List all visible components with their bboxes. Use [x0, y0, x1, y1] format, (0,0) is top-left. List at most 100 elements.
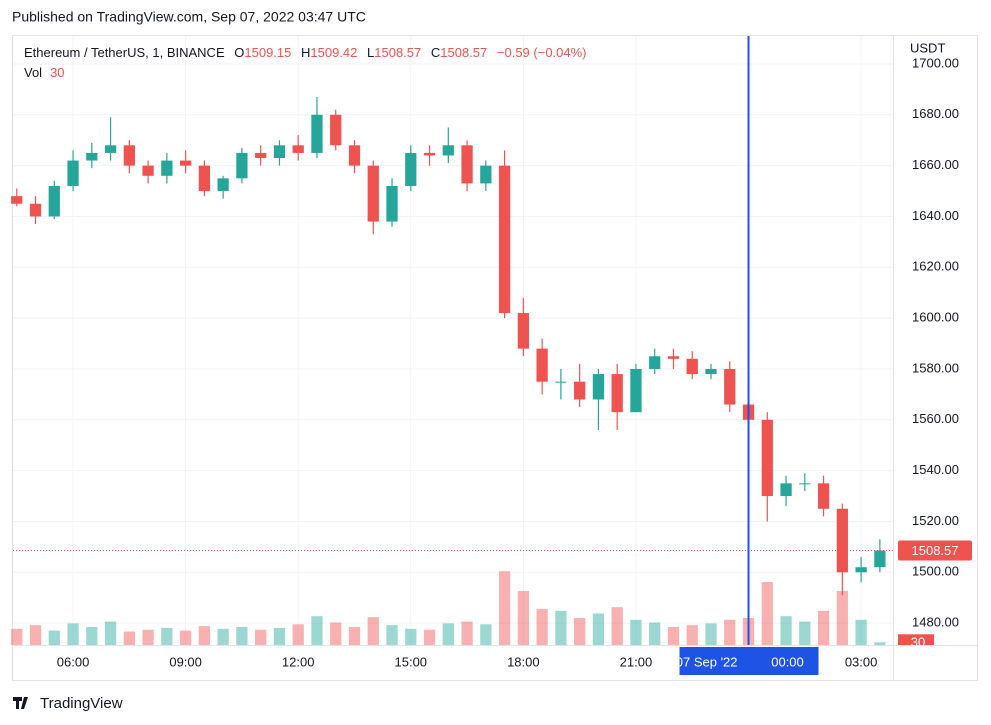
volume-bar: [480, 624, 492, 645]
volume-bar: [386, 625, 398, 645]
ohlc-legend: Ethereum / TetherUS, 1, BINANCE O1509.15…: [24, 45, 587, 60]
volume-bar: [592, 613, 605, 645]
volume-bar: [611, 607, 623, 645]
candle-body: [273, 145, 286, 159]
grid: [13, 36, 893, 645]
y-tick-label: 1680.00: [912, 106, 959, 121]
candle-body: [836, 508, 848, 573]
candle-body: [780, 483, 792, 497]
volume-bar: [799, 621, 811, 645]
volume-bar: [405, 628, 417, 645]
candle-body: [874, 550, 886, 568]
candle-body: [217, 178, 229, 192]
candle-body: [386, 185, 398, 222]
candle-body: [442, 145, 454, 156]
volume-bar: [273, 627, 286, 645]
volume-bar: [311, 616, 323, 645]
volume-badge-label: 30: [911, 635, 925, 650]
y-tick-label: 1600.00: [912, 310, 959, 325]
candle-body: [86, 152, 98, 161]
candle-body: [348, 145, 361, 166]
y-tick-label: 1700.00: [912, 55, 959, 70]
volume-bar: [442, 623, 454, 645]
x-tick-label: 03:00: [845, 654, 878, 669]
candle-body: [423, 152, 436, 156]
volume-bar: [142, 629, 154, 645]
l-value: 1508.57: [374, 45, 421, 60]
l-label: L: [367, 45, 374, 60]
volume-bar: [686, 625, 698, 645]
volume-bar: [667, 627, 680, 645]
candle-body: [104, 145, 117, 153]
marks: [11, 97, 886, 645]
y-tick-label: 1580.00: [912, 360, 959, 375]
candle-body: [649, 356, 661, 369]
published-note: Published on TradingView.com, Sep 07, 20…: [12, 9, 366, 25]
volume-bar: [48, 630, 60, 645]
candle-body: [574, 381, 586, 400]
o-label: O: [234, 45, 244, 60]
candle-body: [667, 356, 680, 359]
chart-frame: [12, 35, 978, 681]
volume-bar: [461, 621, 473, 645]
volume-bar: [874, 642, 886, 645]
candle-body: [198, 165, 211, 192]
candle-body: [11, 196, 23, 204]
candle-body: [292, 145, 304, 153]
volume-bar: [630, 619, 642, 645]
volume-bar: [11, 628, 23, 645]
volume-bar: [536, 609, 548, 645]
volume-legend: Vol 30: [24, 65, 65, 80]
c-value: 1508.57: [440, 45, 487, 60]
candle-body: [48, 185, 60, 217]
candle-body: [330, 114, 342, 146]
candle-body: [255, 152, 267, 159]
volume-last: 30: [50, 65, 64, 80]
change: −0.59 (−0.04%): [497, 45, 587, 60]
y-tick-label: 1560.00: [912, 411, 959, 426]
volume-bar: [423, 629, 436, 645]
last-price-badge: [898, 540, 972, 561]
o-value: 1509.15: [244, 45, 291, 60]
volume-bar: [330, 622, 342, 645]
candle-body: [67, 160, 79, 186]
volume-bar: [517, 591, 529, 645]
candle-body: [630, 368, 642, 413]
y-tick-label: 1620.00: [912, 259, 959, 274]
volume-bar: [555, 610, 567, 645]
volume-bar: [574, 618, 586, 645]
y-tick-label: 1480.00: [912, 615, 959, 630]
candle-body: [498, 165, 511, 314]
candle-body: [592, 374, 605, 400]
volume-bar: [198, 626, 211, 645]
volume-bar: [367, 617, 379, 645]
y-tick-label: 1520.00: [912, 513, 959, 528]
brand-logo: TradingView: [13, 695, 123, 712]
y-tick-label: 1540.00: [912, 462, 959, 477]
volume-bar: [161, 627, 173, 645]
brand: TradingView: [40, 695, 123, 712]
x-tick-label: 21:00: [620, 654, 653, 669]
volume-bar: [705, 623, 717, 645]
candle-body: [142, 165, 154, 176]
crosshair-time: 00:00: [771, 654, 804, 669]
candle-body: [855, 567, 867, 573]
volume-bar: [86, 627, 98, 645]
y-axis-title: USDT: [910, 40, 945, 55]
volume-bar: [123, 631, 135, 645]
symbol: Ethereum / TetherUS, 1, BINANCE: [24, 45, 225, 60]
h-value: 1509.42: [310, 45, 357, 60]
candle-body: [311, 114, 323, 153]
volume-bar: [179, 630, 192, 645]
x-tick-label: 12:00: [282, 654, 315, 669]
candle-body: [761, 419, 773, 497]
candle-body: [480, 165, 492, 184]
volume-bar: [255, 629, 267, 645]
candle-body: [517, 313, 529, 349]
volume-label: Vol: [24, 65, 42, 80]
h-label: H: [301, 45, 310, 60]
y-tick-label: 1640.00: [912, 208, 959, 223]
candle-body: [461, 145, 473, 184]
volume-bar: [292, 624, 304, 645]
